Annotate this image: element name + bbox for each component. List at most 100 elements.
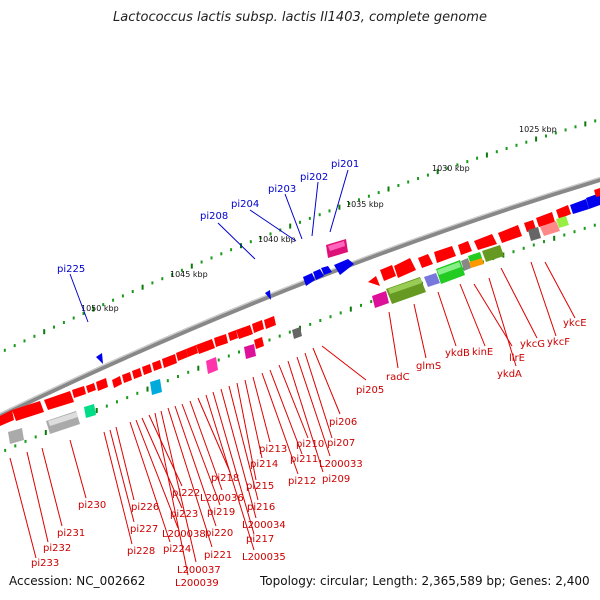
leader-pi201 bbox=[329, 169, 349, 233]
label-pi233: pi233 bbox=[31, 558, 59, 569]
gene-left-14 bbox=[186, 345, 198, 357]
tick-dot bbox=[217, 358, 220, 362]
tick-dot bbox=[466, 160, 469, 164]
tick-dot bbox=[116, 400, 118, 404]
gene-left-16 bbox=[214, 334, 228, 347]
blue-gene-1 bbox=[303, 273, 315, 286]
label-pi232: pi232 bbox=[43, 543, 71, 554]
label-pi226: pi226 bbox=[131, 502, 159, 513]
tick-dot bbox=[126, 396, 129, 400]
gene-left-12 bbox=[162, 354, 177, 368]
gene-lime bbox=[556, 216, 569, 228]
label-pi231: pi231 bbox=[57, 528, 85, 539]
tick-dot bbox=[339, 311, 342, 315]
tick-dot bbox=[329, 315, 332, 319]
tick-dot bbox=[348, 202, 351, 205]
tick-dot bbox=[141, 284, 144, 290]
gene-grey-left-2-shade bbox=[48, 412, 78, 426]
label-pi202: pi202 bbox=[300, 172, 328, 183]
label-pi216: pi216 bbox=[247, 502, 275, 513]
label-L200038: L200038 bbox=[162, 529, 206, 540]
gene-left-13 bbox=[176, 349, 188, 361]
tick-dot bbox=[210, 256, 213, 260]
tick-dot bbox=[14, 444, 17, 448]
gene-bright-green-shade bbox=[437, 262, 461, 275]
label-pi223: pi223 bbox=[170, 509, 198, 520]
leader-pi217 bbox=[212, 391, 255, 535]
label-pi213: pi213 bbox=[259, 444, 287, 455]
tick-dot bbox=[349, 306, 352, 312]
tick-dot bbox=[417, 177, 420, 180]
tick-dot bbox=[105, 404, 108, 408]
tick-dot bbox=[563, 233, 566, 237]
leader-pi209 bbox=[287, 360, 324, 473]
label-pi221: pi221 bbox=[204, 550, 232, 561]
tick-dot bbox=[23, 339, 26, 343]
gene-grey-mid bbox=[292, 327, 302, 339]
leader-L200038 bbox=[135, 419, 179, 529]
gene-orange bbox=[469, 258, 484, 268]
gene-fwd-5 bbox=[458, 241, 472, 255]
tick-dot bbox=[171, 272, 174, 276]
tick-dot bbox=[328, 209, 331, 213]
tick-dot bbox=[53, 325, 55, 329]
gene-left-1 bbox=[0, 410, 14, 426]
gene-fwd-3 bbox=[418, 254, 433, 268]
tick-dot bbox=[151, 281, 154, 285]
leader-ykcG bbox=[500, 267, 538, 339]
gene-fwd-2 bbox=[394, 258, 416, 278]
label-pi212: pi212 bbox=[288, 476, 316, 487]
gene-fwd-1 bbox=[380, 265, 396, 281]
label-pi206: pi206 bbox=[329, 417, 357, 428]
tick-dot bbox=[288, 330, 291, 334]
map-title: Lactococcus lactis subsp. lactis Il1403,… bbox=[113, 10, 487, 25]
tick-dot bbox=[200, 260, 203, 264]
gene-left-15 bbox=[196, 339, 215, 354]
label-pi224: pi224 bbox=[163, 544, 191, 555]
gene-violet bbox=[424, 273, 440, 287]
forward-strand-genes bbox=[368, 188, 600, 286]
leader-pi210 bbox=[278, 364, 309, 439]
gene-left-21 bbox=[254, 337, 264, 349]
leader-pi211 bbox=[269, 369, 303, 455]
tick-dot bbox=[583, 226, 586, 230]
tick-dot bbox=[72, 316, 75, 320]
leader-pi207 bbox=[304, 352, 333, 439]
tick-dot bbox=[370, 300, 373, 304]
kbp-label-1045: 1045 kbp bbox=[170, 270, 208, 279]
tick-dot bbox=[112, 298, 115, 302]
tick-dot bbox=[227, 354, 230, 358]
leader-kinE bbox=[459, 283, 486, 347]
gene-left-8 bbox=[122, 372, 132, 383]
gene-fwd-13 bbox=[594, 188, 600, 197]
tick-dot bbox=[136, 391, 139, 395]
gene-magenta-left bbox=[244, 344, 256, 359]
label-L200034: L200034 bbox=[242, 520, 286, 531]
tick-dot bbox=[220, 252, 223, 256]
tick-dot bbox=[338, 204, 341, 210]
tick-dot bbox=[269, 232, 272, 236]
tick-dot bbox=[360, 303, 362, 307]
gene-left-2 bbox=[12, 401, 44, 421]
tick-dot bbox=[377, 191, 380, 195]
gene-grey-1 bbox=[461, 258, 471, 271]
tick-dot bbox=[131, 290, 134, 293]
kbp-label-1040: 1040 kbp bbox=[258, 235, 296, 244]
blue-feature-group bbox=[96, 259, 354, 364]
tick-dot bbox=[43, 329, 46, 335]
gene-left-7 bbox=[112, 376, 122, 388]
tick-dot bbox=[92, 306, 95, 312]
label-ykdB: ykdB bbox=[445, 348, 470, 359]
tick-dot bbox=[24, 439, 27, 443]
label-pi208: pi208 bbox=[200, 211, 228, 222]
leader-L200035 bbox=[205, 394, 255, 551]
blue-label-group: pi201 pi202 pi203 pi204 pi208 pi225 bbox=[57, 159, 359, 275]
tick-dot bbox=[554, 131, 557, 135]
tick-dot bbox=[584, 121, 587, 127]
tick-dot bbox=[593, 223, 596, 227]
gene-left-11 bbox=[152, 360, 162, 371]
gene-left-4 bbox=[72, 386, 86, 398]
leader-pi203 bbox=[284, 193, 303, 240]
tick-dot bbox=[13, 344, 16, 348]
gene-grey-left-1 bbox=[8, 428, 24, 444]
